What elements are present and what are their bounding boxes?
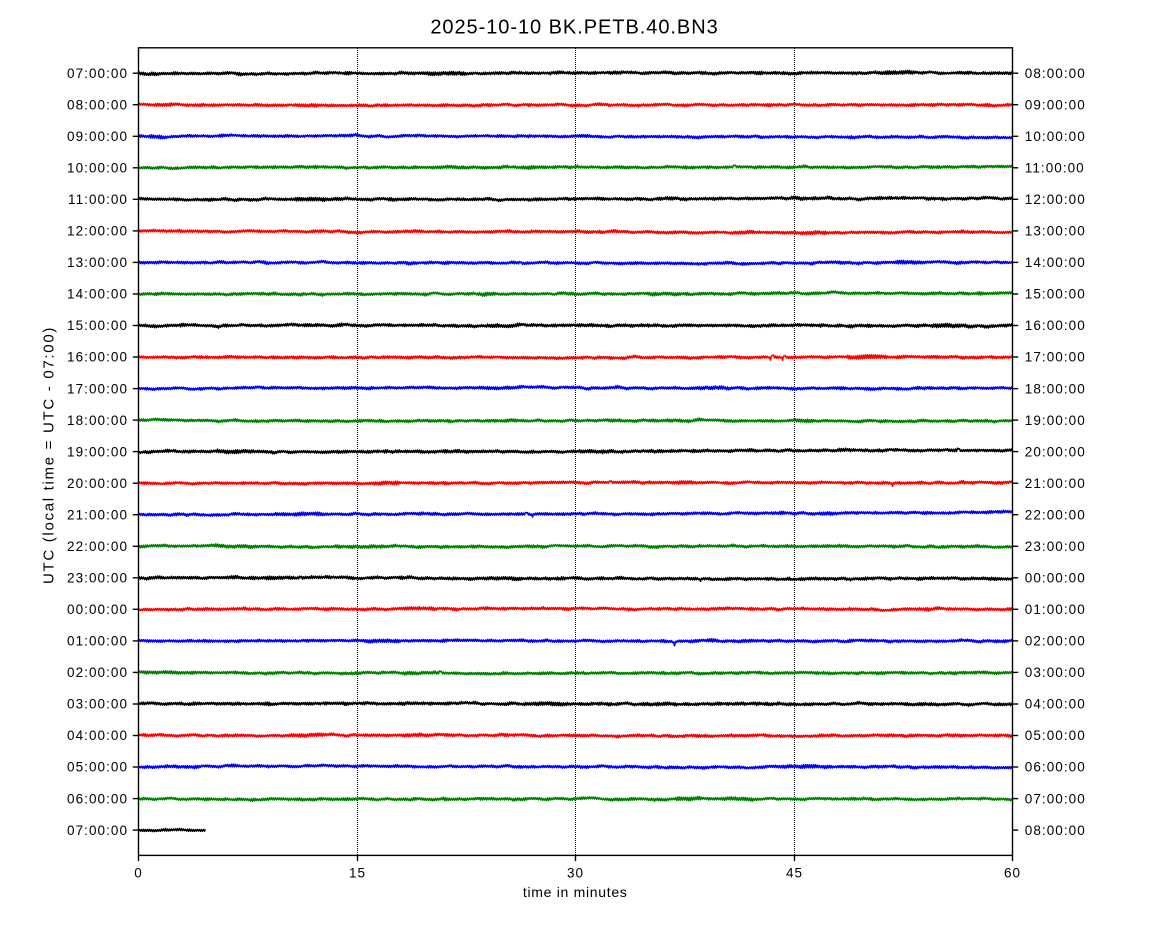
- svg-text:0: 0: [134, 865, 143, 880]
- svg-text:15:00:00: 15:00:00: [67, 318, 128, 333]
- svg-text:09:00:00: 09:00:00: [1025, 97, 1086, 112]
- svg-text:07:00:00: 07:00:00: [67, 823, 128, 838]
- svg-text:04:00:00: 04:00:00: [67, 728, 128, 743]
- svg-text:05:00:00: 05:00:00: [1025, 728, 1086, 743]
- svg-text:18:00:00: 18:00:00: [1025, 381, 1086, 396]
- svg-text:23:00:00: 23:00:00: [67, 571, 128, 586]
- svg-text:UTC (local time = UTC - 07:00): UTC (local time = UTC - 07:00): [41, 326, 58, 584]
- svg-text:03:00:00: 03:00:00: [1025, 665, 1086, 680]
- svg-text:06:00:00: 06:00:00: [1025, 760, 1086, 775]
- svg-text:2025-10-10 BK.PETB.40.BN3: 2025-10-10 BK.PETB.40.BN3: [430, 17, 718, 39]
- svg-text:10:00:00: 10:00:00: [67, 161, 128, 176]
- svg-text:time in minutes: time in minutes: [523, 884, 628, 900]
- svg-text:15: 15: [349, 865, 366, 880]
- svg-text:12:00:00: 12:00:00: [1025, 192, 1086, 207]
- svg-text:13:00:00: 13:00:00: [1025, 224, 1086, 239]
- svg-text:19:00:00: 19:00:00: [67, 444, 128, 459]
- svg-text:22:00:00: 22:00:00: [1025, 507, 1086, 522]
- svg-text:08:00:00: 08:00:00: [67, 97, 128, 112]
- svg-text:01:00:00: 01:00:00: [1025, 602, 1086, 617]
- svg-text:05:00:00: 05:00:00: [67, 760, 128, 775]
- svg-text:16:00:00: 16:00:00: [67, 350, 128, 365]
- svg-text:07:00:00: 07:00:00: [67, 66, 128, 81]
- svg-text:30: 30: [567, 865, 584, 880]
- svg-text:15:00:00: 15:00:00: [1025, 287, 1086, 302]
- svg-text:04:00:00: 04:00:00: [1025, 697, 1086, 712]
- svg-text:13:00:00: 13:00:00: [67, 255, 128, 270]
- svg-text:11:00:00: 11:00:00: [1025, 161, 1085, 176]
- svg-text:11:00:00: 11:00:00: [68, 192, 128, 207]
- svg-text:09:00:00: 09:00:00: [67, 129, 128, 144]
- svg-text:19:00:00: 19:00:00: [1025, 413, 1086, 428]
- svg-text:08:00:00: 08:00:00: [1025, 66, 1086, 81]
- svg-text:17:00:00: 17:00:00: [1025, 350, 1086, 365]
- svg-text:14:00:00: 14:00:00: [67, 287, 128, 302]
- svg-text:20:00:00: 20:00:00: [67, 476, 128, 491]
- svg-text:02:00:00: 02:00:00: [67, 665, 128, 680]
- svg-text:07:00:00: 07:00:00: [1025, 791, 1086, 806]
- svg-text:00:00:00: 00:00:00: [1025, 571, 1086, 586]
- svg-text:21:00:00: 21:00:00: [67, 507, 128, 522]
- svg-text:14:00:00: 14:00:00: [1025, 255, 1086, 270]
- svg-text:23:00:00: 23:00:00: [1025, 539, 1086, 554]
- svg-text:22:00:00: 22:00:00: [67, 539, 128, 554]
- svg-text:20:00:00: 20:00:00: [1025, 444, 1086, 459]
- svg-text:45: 45: [786, 865, 803, 880]
- svg-text:17:00:00: 17:00:00: [67, 381, 128, 396]
- svg-text:03:00:00: 03:00:00: [67, 697, 128, 712]
- svg-text:12:00:00: 12:00:00: [67, 224, 128, 239]
- svg-text:10:00:00: 10:00:00: [1025, 129, 1086, 144]
- svg-text:21:00:00: 21:00:00: [1025, 476, 1086, 491]
- svg-text:60: 60: [1004, 865, 1021, 880]
- svg-text:08:00:00: 08:00:00: [1025, 823, 1086, 838]
- svg-text:16:00:00: 16:00:00: [1025, 318, 1086, 333]
- svg-text:02:00:00: 02:00:00: [1025, 634, 1086, 649]
- svg-text:18:00:00: 18:00:00: [67, 413, 128, 428]
- svg-text:00:00:00: 00:00:00: [67, 602, 128, 617]
- svg-text:01:00:00: 01:00:00: [67, 634, 128, 649]
- svg-text:06:00:00: 06:00:00: [67, 791, 128, 806]
